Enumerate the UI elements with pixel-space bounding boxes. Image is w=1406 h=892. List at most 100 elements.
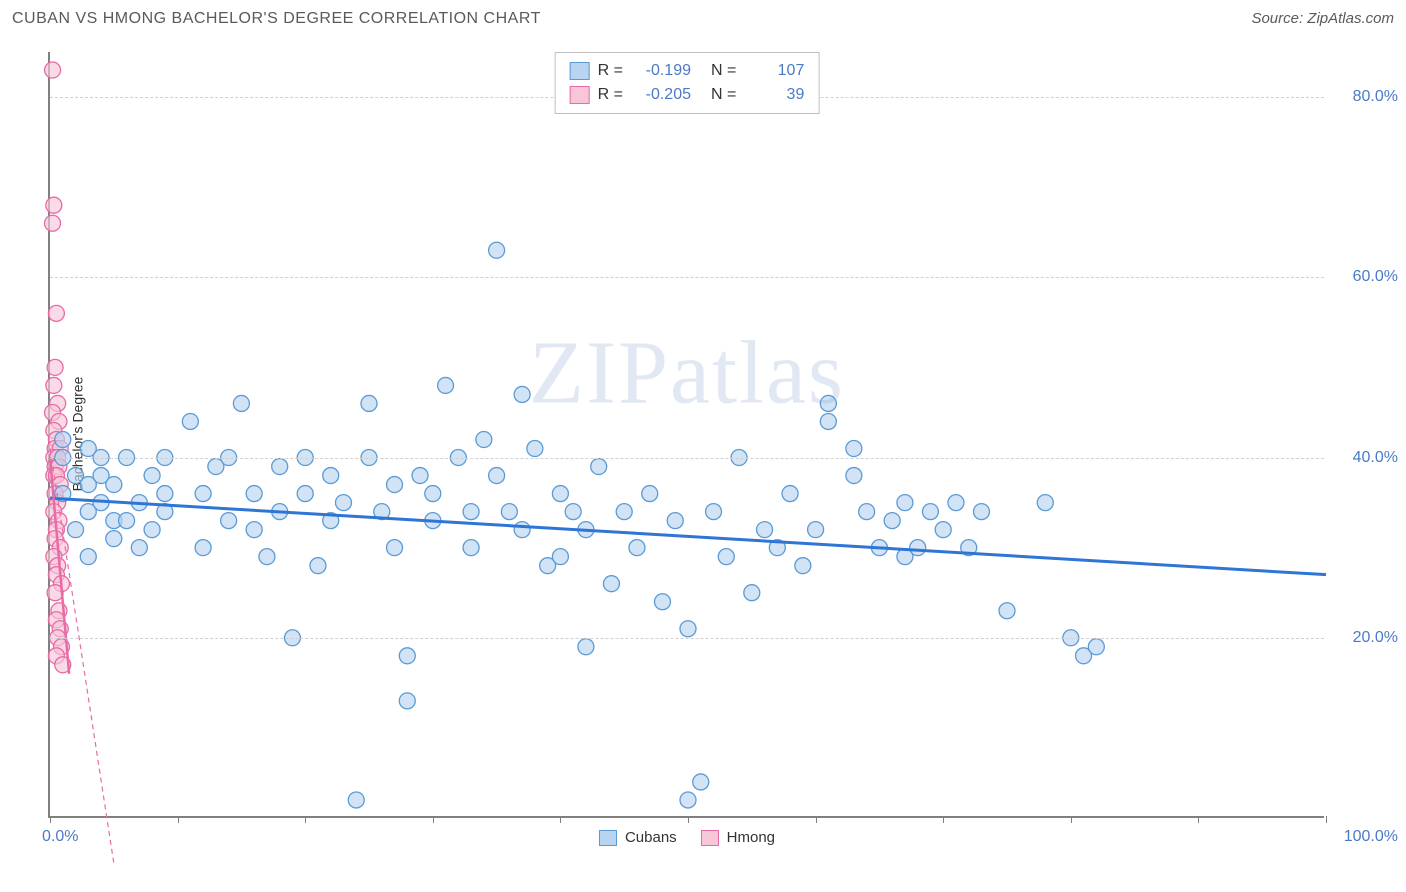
chart-source: Source: ZipAtlas.com (1251, 10, 1394, 27)
data-point (45, 62, 61, 78)
data-point (195, 486, 211, 502)
regression-line (50, 498, 1326, 575)
data-point (820, 395, 836, 411)
legend-label: Hmong (727, 829, 775, 846)
correlation-legend: R = -0.199 N = 107 R = -0.205 N = 39 (555, 52, 820, 114)
data-point (501, 504, 517, 520)
data-point (922, 504, 938, 520)
data-point (718, 549, 734, 565)
data-point (884, 513, 900, 529)
r-value: -0.205 (635, 83, 691, 107)
x-tick (1198, 816, 1199, 823)
gridline (50, 638, 1324, 639)
data-point (361, 395, 377, 411)
data-point (706, 504, 722, 520)
data-point (438, 377, 454, 393)
legend-row-hmong: R = -0.205 N = 39 (570, 83, 805, 107)
n-value: 107 (748, 59, 804, 83)
data-point (910, 540, 926, 556)
data-point (272, 459, 288, 475)
data-point (297, 486, 313, 502)
data-point (323, 468, 339, 484)
data-point (591, 459, 607, 475)
data-point (195, 540, 211, 556)
data-point (45, 215, 61, 231)
data-point (246, 486, 262, 502)
y-tick-label: 60.0% (1334, 268, 1398, 286)
data-point (80, 549, 96, 565)
legend-swatch-cubans (570, 62, 590, 80)
data-point (48, 305, 64, 321)
data-point (106, 531, 122, 547)
data-point (144, 522, 160, 538)
data-point (119, 513, 135, 529)
data-point (182, 413, 198, 429)
data-point (425, 486, 441, 502)
data-point (757, 522, 773, 538)
data-point (973, 504, 989, 520)
series-legend: Cubans Hmong (599, 829, 775, 846)
n-label: N = (711, 59, 736, 83)
data-point (642, 486, 658, 502)
x-tick (178, 816, 179, 823)
n-label: N = (711, 83, 736, 107)
data-point (233, 395, 249, 411)
r-value: -0.199 (635, 59, 691, 83)
y-tick-label: 20.0% (1334, 629, 1398, 647)
chart-header: CUBAN VS HMONG BACHELOR'S DEGREE CORRELA… (12, 10, 1394, 40)
x-axis-min-label: 0.0% (42, 828, 78, 846)
data-point (131, 540, 147, 556)
r-label: R = (598, 83, 623, 107)
data-point (46, 197, 62, 213)
x-tick (50, 816, 51, 823)
data-point (221, 513, 237, 529)
x-tick (1326, 816, 1327, 823)
data-point (144, 468, 160, 484)
data-point (399, 648, 415, 664)
r-label: R = (598, 59, 623, 83)
data-point (463, 540, 479, 556)
data-point (948, 495, 964, 511)
data-point (820, 413, 836, 429)
data-point (1037, 495, 1053, 511)
data-point (399, 693, 415, 709)
chart-title: CUBAN VS HMONG BACHELOR'S DEGREE CORRELA… (12, 10, 541, 27)
data-point (527, 441, 543, 457)
data-point (693, 774, 709, 790)
legend-swatch-icon (599, 830, 617, 846)
data-point (846, 468, 862, 484)
data-point (744, 585, 760, 601)
data-point (935, 522, 951, 538)
data-point (463, 504, 479, 520)
data-point (68, 522, 84, 538)
gridline (50, 277, 1324, 278)
data-point (514, 522, 530, 538)
data-point (387, 540, 403, 556)
data-point (846, 441, 862, 457)
x-tick (1071, 816, 1072, 823)
data-point (348, 792, 364, 808)
data-point (552, 549, 568, 565)
n-value: 39 (748, 83, 804, 107)
x-tick (816, 816, 817, 823)
x-tick (688, 816, 689, 823)
data-point (808, 522, 824, 538)
gridline (50, 458, 1324, 459)
data-point (565, 504, 581, 520)
data-point (489, 468, 505, 484)
x-tick (943, 816, 944, 823)
data-point (603, 576, 619, 592)
x-tick (433, 816, 434, 823)
data-point (387, 477, 403, 493)
data-point (246, 522, 262, 538)
data-point (514, 386, 530, 402)
data-point (782, 486, 798, 502)
data-point (654, 594, 670, 610)
data-point (310, 558, 326, 574)
data-point (667, 513, 683, 529)
data-point (897, 495, 913, 511)
data-point (680, 792, 696, 808)
data-point (629, 540, 645, 556)
legend-row-cubans: R = -0.199 N = 107 (570, 59, 805, 83)
data-point (412, 468, 428, 484)
